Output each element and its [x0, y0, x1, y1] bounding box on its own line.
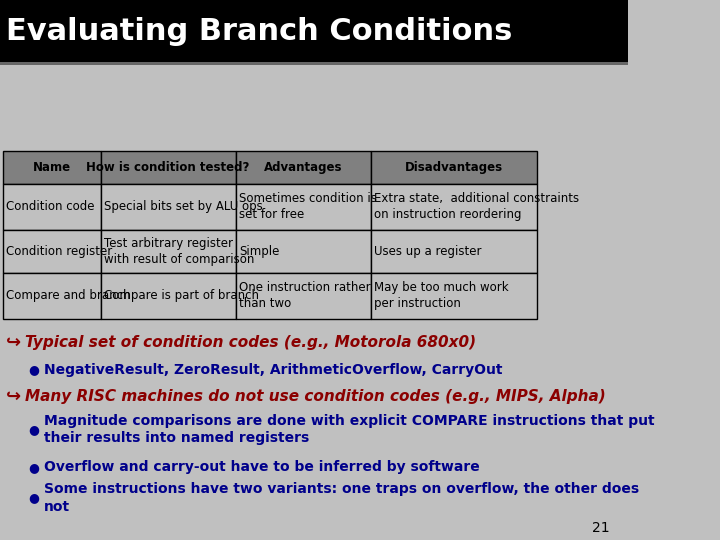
Text: One instruction rather
than two: One instruction rather than two — [239, 281, 370, 310]
Text: Many RISC machines do not use condition codes (e.g., MIPS, Alpha): Many RISC machines do not use condition … — [25, 389, 606, 404]
FancyBboxPatch shape — [235, 230, 371, 273]
FancyBboxPatch shape — [371, 151, 537, 184]
Text: ●: ● — [28, 491, 39, 504]
Text: Condition code: Condition code — [6, 200, 95, 213]
FancyBboxPatch shape — [235, 151, 371, 184]
FancyBboxPatch shape — [101, 151, 235, 184]
FancyBboxPatch shape — [371, 184, 537, 230]
Text: ↪: ↪ — [6, 388, 22, 406]
Text: Compare and branch: Compare and branch — [6, 289, 131, 302]
Text: Sometimes condition is
set for free: Sometimes condition is set for free — [239, 192, 377, 221]
FancyBboxPatch shape — [101, 230, 235, 273]
FancyBboxPatch shape — [371, 230, 537, 273]
Text: NegativeResult, ZeroResult, ArithmeticOverflow, CarryOut: NegativeResult, ZeroResult, ArithmeticOv… — [44, 363, 503, 377]
Text: Magnitude comparisons are done with explicit COMPARE instructions that put
their: Magnitude comparisons are done with expl… — [44, 414, 654, 445]
FancyBboxPatch shape — [3, 184, 101, 230]
Text: Special bits set by ALU ops: Special bits set by ALU ops — [104, 200, 262, 213]
FancyBboxPatch shape — [371, 273, 537, 319]
Text: Disadvantages: Disadvantages — [405, 161, 503, 174]
Text: ●: ● — [28, 423, 39, 436]
Text: Some instructions have two variants: one traps on overflow, the other does
not: Some instructions have two variants: one… — [44, 482, 639, 514]
FancyBboxPatch shape — [235, 273, 371, 319]
Text: ●: ● — [28, 363, 39, 376]
Text: ●: ● — [28, 461, 39, 474]
FancyBboxPatch shape — [0, 0, 629, 62]
Text: Extra state,  additional constraints
on instruction reordering: Extra state, additional constraints on i… — [374, 192, 579, 221]
Text: Advantages: Advantages — [264, 161, 343, 174]
Text: How is condition tested?: How is condition tested? — [86, 161, 250, 174]
Text: Simple: Simple — [239, 245, 279, 258]
FancyBboxPatch shape — [3, 230, 101, 273]
Text: Compare is part of branch: Compare is part of branch — [104, 289, 258, 302]
FancyBboxPatch shape — [3, 151, 101, 184]
FancyBboxPatch shape — [101, 184, 235, 230]
FancyBboxPatch shape — [235, 184, 371, 230]
Text: Test arbitrary register
with result of comparison: Test arbitrary register with result of c… — [104, 237, 254, 266]
Text: Typical set of condition codes (e.g., Motorola 680x0): Typical set of condition codes (e.g., Mo… — [25, 335, 476, 350]
Text: Evaluating Branch Conditions: Evaluating Branch Conditions — [6, 17, 513, 45]
FancyBboxPatch shape — [101, 273, 235, 319]
Text: Uses up a register: Uses up a register — [374, 245, 482, 258]
Text: 21: 21 — [592, 521, 609, 535]
Text: Name: Name — [33, 161, 71, 174]
FancyBboxPatch shape — [3, 273, 101, 319]
Text: ↪: ↪ — [6, 334, 22, 352]
Text: Condition register: Condition register — [6, 245, 112, 258]
Text: Overflow and carry-out have to be inferred by software: Overflow and carry-out have to be inferr… — [44, 460, 480, 474]
FancyBboxPatch shape — [0, 62, 629, 65]
Text: May be too much work
per instruction: May be too much work per instruction — [374, 281, 508, 310]
